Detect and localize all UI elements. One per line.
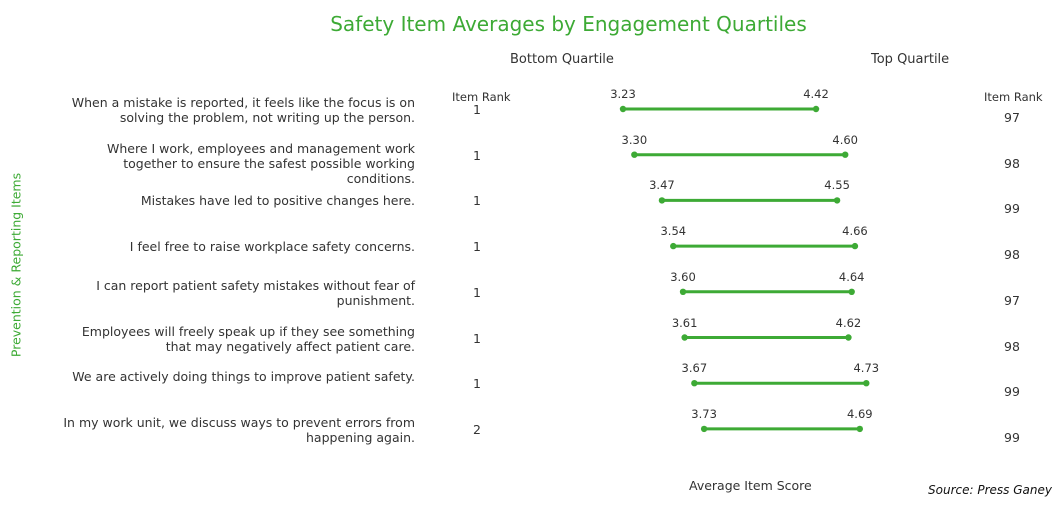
top-value-label: 4.60 [832,132,859,147]
bottom-rank: 1 [473,330,481,346]
bottom-quartile-point [670,242,677,250]
top-quartile-point [851,242,859,250]
bottom-value-label: 3.67 [681,361,708,376]
top-quartile-point [842,151,849,158]
bottom-quartile-point [679,288,687,295]
bottom-quartile-point [631,151,638,158]
item-label: Mistakes have led to positive changes he… [140,193,415,209]
bottom-rank: 1 [473,239,481,255]
top-value-label: 4.69 [846,406,873,421]
bottom-rank: 1 [473,284,481,300]
bottom-value-label: 3.30 [621,132,648,147]
top-rank: 97 [1004,292,1020,308]
top-quartile-point [863,380,870,387]
bottom-value-label: 3.73 [691,406,717,421]
top-quartile-point [833,197,841,204]
bottom-value-label: 3.23 [610,87,636,101]
bottom-quartile-point [619,105,627,113]
bottom-rank: 1 [473,376,481,392]
top-quartile-point [856,425,864,433]
top-rank: 97 [1004,110,1020,125]
top-quartile-point [848,288,855,295]
top-value-label: 4.62 [835,315,862,330]
bottom-rank: 1 [473,193,481,209]
item-label: We are actively doing things to improve … [72,369,415,385]
top-value-label: 4.64 [838,269,865,284]
item-label: Where I work, employees and management w… [107,140,415,186]
chart-title: Safety Item Averages by Engagement Quart… [330,12,807,36]
bottom-rank-header: Item Rank [452,90,511,104]
top-rank-header: Item Rank [984,90,1043,104]
item-label: I can report patient safety mistakes wit… [96,277,415,308]
top-rank: 98 [1004,155,1020,171]
top-quartile-header: Top Quartile [871,52,950,67]
bottom-rank: 1 [473,102,481,117]
bottom-rank: 2 [473,421,481,437]
bottom-rank: 1 [473,147,481,163]
item-label: In my work unit, we discuss ways to prev… [63,414,415,445]
top-value-label: 4.73 [853,361,880,376]
bottom-quartile-point [700,425,708,433]
bottom-quartile-point [658,197,666,204]
bottom-value-label: 3.47 [649,178,675,193]
top-quartile-point [812,105,820,113]
source-note: Source: Press Ganey [928,483,1052,497]
item-label: When a mistake is reported, it feels lik… [71,95,415,125]
top-value-label: 4.55 [824,178,850,193]
item-label: Employees will freely speak up if they s… [81,323,415,354]
bottom-quartile-point [691,380,698,387]
bottom-quartile-header: Bottom Quartile [510,52,614,67]
top-rank: 99 [1004,384,1020,400]
x-axis-label: Average Item Score [689,478,812,493]
bottom-value-label: 3.61 [671,315,698,330]
top-value-label: 4.42 [803,87,829,101]
bottom-value-label: 3.60 [670,269,696,284]
bottom-value-label: 3.54 [660,224,687,239]
top-quartile-point [845,334,852,341]
bottom-quartile-point [681,334,688,341]
top-rank: 98 [1004,338,1020,354]
top-rank: 98 [1004,247,1020,263]
top-rank: 99 [1004,429,1020,445]
top-value-label: 4.66 [842,224,868,239]
item-label: I feel free to raise workplace safety co… [129,239,415,255]
top-rank: 99 [1004,201,1020,217]
